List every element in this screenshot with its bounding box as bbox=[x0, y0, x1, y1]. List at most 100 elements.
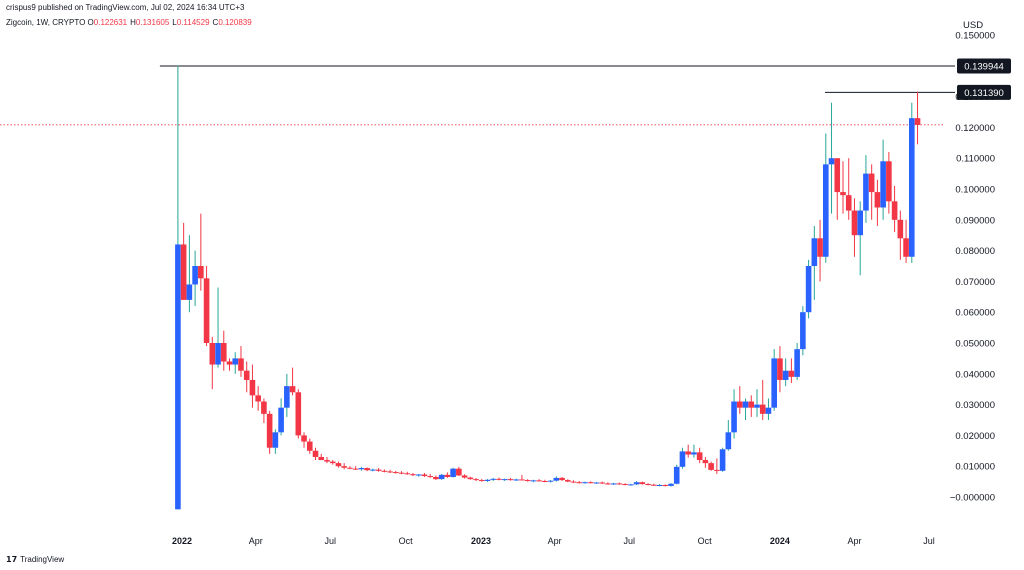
candle-body-1 bbox=[180, 244, 187, 300]
candle-body-7 bbox=[215, 343, 221, 365]
candle-body-21 bbox=[295, 392, 302, 436]
x-tick-label: Apr bbox=[847, 536, 861, 546]
candle-body-75 bbox=[605, 483, 611, 485]
candle-body-121 bbox=[868, 173, 875, 193]
hline-label-2: 0.131390 bbox=[964, 88, 1004, 99]
candle-body-60 bbox=[519, 479, 525, 481]
candle-body-56 bbox=[496, 478, 502, 480]
candle-body-70 bbox=[576, 482, 583, 484]
candle-body-77 bbox=[616, 483, 623, 485]
candle-body-97 bbox=[731, 401, 737, 433]
ohlc-key-c: C bbox=[212, 18, 219, 27]
candle-body-126 bbox=[897, 219, 904, 239]
candle-body-111 bbox=[811, 238, 818, 266]
candle-body-83 bbox=[650, 484, 657, 486]
candle-body-88 bbox=[679, 451, 686, 467]
candle-body-127 bbox=[903, 238, 909, 257]
candle-body-43 bbox=[421, 474, 428, 477]
candle-body-49 bbox=[456, 468, 462, 476]
published-info: crispus9 published on TradingView.com, J… bbox=[6, 3, 245, 12]
candle-body-101 bbox=[754, 404, 760, 408]
ohlc-values: O0.122631 H0.131605 L0.114529 C0.120839 bbox=[88, 18, 255, 27]
x-tick-label: Oct bbox=[399, 536, 414, 546]
candle-body-3 bbox=[192, 266, 198, 285]
candle-body-59 bbox=[513, 479, 519, 481]
candle-body-76 bbox=[610, 483, 617, 485]
y-tick-label: 0.010000 bbox=[955, 462, 995, 473]
x-tick-label: Jul bbox=[623, 536, 635, 546]
candle-body-108 bbox=[794, 349, 800, 377]
candle-body-22 bbox=[301, 435, 307, 442]
candle-body-115 bbox=[834, 158, 841, 193]
candle-body-87 bbox=[673, 466, 680, 484]
candle-body-35 bbox=[375, 469, 382, 471]
candle-body-107 bbox=[788, 370, 795, 377]
ohlc-value-h: 0.131605 bbox=[135, 18, 170, 27]
currency-label[interactable]: USD bbox=[963, 20, 984, 31]
candle-body-47 bbox=[444, 474, 451, 477]
y-tick-label: 0.110000 bbox=[956, 154, 995, 165]
candle-body-48 bbox=[450, 468, 456, 477]
candle-body-105 bbox=[777, 358, 783, 380]
horizontal-lines bbox=[0, 65, 955, 126]
candle-body-104 bbox=[771, 358, 777, 408]
candle-body-42 bbox=[415, 474, 422, 476]
candle-body-128 bbox=[908, 118, 915, 257]
candle-body-57 bbox=[501, 479, 508, 481]
candle-body-78 bbox=[622, 484, 628, 486]
candle-body-125 bbox=[891, 201, 898, 220]
candle-body-41 bbox=[410, 474, 416, 476]
candle-body-100 bbox=[748, 401, 755, 408]
candle-body-92 bbox=[702, 460, 709, 464]
candle-body-27 bbox=[329, 461, 336, 464]
candle-body-72 bbox=[587, 482, 594, 484]
y-axis: 0.1500000.1300000.1200000.1100000.100000… bbox=[950, 31, 995, 504]
symbol-name: Zigcoin, 1W, CRYPTO bbox=[6, 18, 86, 27]
y-tick-label: 0.090000 bbox=[955, 215, 995, 226]
candle-body-65 bbox=[547, 480, 554, 482]
candle-body-114 bbox=[828, 158, 835, 165]
candle-body-37 bbox=[387, 471, 393, 473]
candle-body-79 bbox=[628, 484, 634, 486]
x-tick-label: 2023 bbox=[471, 536, 491, 546]
candle-body-98 bbox=[736, 401, 743, 408]
candle-body-36 bbox=[381, 470, 388, 472]
ohlc-key-l: L bbox=[172, 18, 177, 27]
candle-body-9 bbox=[226, 361, 233, 365]
candle-body-122 bbox=[874, 192, 881, 208]
tradingview-logo-icon: 𝟭𝟳 bbox=[6, 555, 18, 564]
y-tick-label: 0.150000 bbox=[955, 31, 995, 42]
candle-body-99 bbox=[742, 401, 749, 408]
candle-body-91 bbox=[696, 452, 703, 461]
hline-label-box-2 bbox=[957, 84, 1011, 100]
candle-body-5 bbox=[203, 278, 210, 343]
candle-body-31 bbox=[352, 468, 359, 470]
candle-body-68 bbox=[564, 480, 571, 482]
candle-body-66 bbox=[553, 477, 560, 481]
candle-body-119 bbox=[857, 210, 863, 236]
candle-body-129 bbox=[914, 118, 921, 125]
candle-body-67 bbox=[559, 477, 565, 481]
candle-body-32 bbox=[358, 468, 365, 470]
candle-body-82 bbox=[645, 484, 651, 486]
hline-label-1: 0.139944 bbox=[964, 61, 1004, 72]
candles bbox=[175, 65, 921, 510]
candle-body-116 bbox=[840, 192, 846, 196]
candle-body-64 bbox=[542, 480, 548, 482]
candle-body-40 bbox=[404, 473, 411, 475]
brand-name: TradingView bbox=[20, 555, 65, 564]
candle-body-94 bbox=[714, 469, 720, 471]
candle-body-14 bbox=[255, 395, 261, 402]
candle-body-15 bbox=[261, 401, 267, 414]
candle-body-24 bbox=[312, 450, 319, 457]
candle-body-74 bbox=[599, 482, 605, 484]
candle-body-53 bbox=[478, 480, 485, 482]
candle-body-80 bbox=[633, 482, 640, 485]
y-tick-label: 0.120000 bbox=[955, 123, 995, 134]
y-tick-label: 0.020000 bbox=[955, 431, 995, 442]
candle-body-50 bbox=[461, 475, 468, 478]
tradingview-brand[interactable]: 𝟭𝟳 TradingView bbox=[6, 555, 64, 564]
candle-body-23 bbox=[306, 441, 313, 451]
candle-body-112 bbox=[817, 238, 823, 257]
